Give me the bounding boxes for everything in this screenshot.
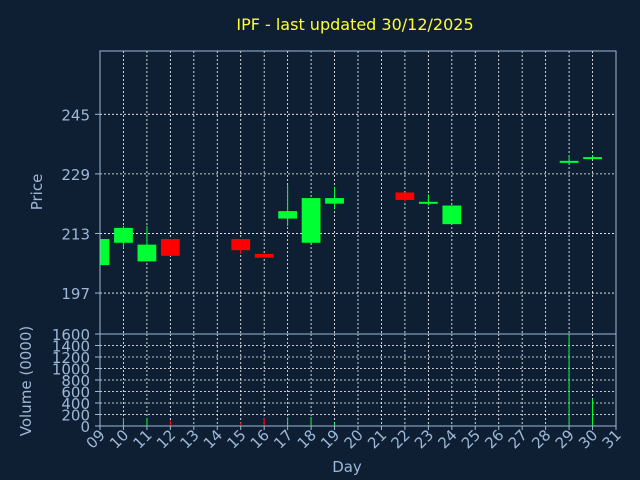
x-tick-label: 25 <box>458 426 484 452</box>
x-tick-label: 19 <box>317 426 343 452</box>
candle-body <box>254 253 274 258</box>
candle-body <box>137 244 157 262</box>
x-tick-label: 29 <box>552 426 578 452</box>
candle-body <box>100 239 110 266</box>
x-tick-label: 11 <box>130 426 156 452</box>
candles-group <box>100 155 602 266</box>
x-tick-label: 20 <box>341 426 367 452</box>
candle-body <box>418 201 438 204</box>
candle-body <box>160 239 180 256</box>
x-tick-label: 10 <box>106 426 132 452</box>
candle-body <box>231 239 251 251</box>
x-tick-label: 30 <box>575 426 601 452</box>
x-tick-label: 12 <box>153 426 179 452</box>
x-tick-label: 21 <box>364 426 390 452</box>
x-tick-label: 23 <box>411 426 437 452</box>
price-tick-label: 229 <box>61 166 90 184</box>
price-axis-label: Price <box>28 174 46 211</box>
candle-body <box>114 227 133 243</box>
candle-body <box>325 198 344 204</box>
volume-tick-label: 200 <box>61 407 90 425</box>
x-tick-label: 14 <box>200 426 226 452</box>
volume-tick-label: 0 <box>80 418 90 436</box>
x-tick-label: 16 <box>247 426 273 452</box>
x-tick-label: 22 <box>388 426 414 452</box>
x-tick-label: 17 <box>270 426 296 452</box>
x-tick-label: 31 <box>599 426 625 452</box>
price-panel: 197 213 229 245 <box>61 50 617 335</box>
x-tick-label: 18 <box>294 426 320 452</box>
candle-body <box>278 211 298 219</box>
volume-tick-label: 1000 <box>52 361 90 379</box>
x-tick-label: 27 <box>505 426 531 452</box>
volume-panel: 0200400600800100012001400160009101112131… <box>52 326 625 452</box>
x-tick-label: 15 <box>223 426 249 452</box>
candle-body <box>301 198 321 243</box>
candle-body <box>559 160 579 163</box>
volume-axis-label: Volume (0000) <box>17 326 35 436</box>
price-tick-label: 197 <box>61 285 90 303</box>
candle-body <box>442 205 462 225</box>
volume-tick-label: 1200 <box>52 349 90 367</box>
candle-body <box>583 157 602 160</box>
x-tick-label: 28 <box>528 426 554 452</box>
day-axis-label: Day <box>332 458 362 476</box>
chart-title: IPF - last updated 30/12/2025 <box>236 15 473 34</box>
volume-tick-label: 600 <box>61 384 90 402</box>
volume-tick-label: 1400 <box>52 338 90 356</box>
x-tick-label: 26 <box>481 426 507 452</box>
candle-body <box>395 192 415 200</box>
x-tick-label: 13 <box>176 426 202 452</box>
volume-frame <box>99 333 617 427</box>
price-tick-label: 213 <box>61 225 90 243</box>
volume-tick-label: 1600 <box>52 326 90 344</box>
volume-tick-label: 400 <box>61 395 90 413</box>
price-tick-label: 245 <box>61 106 90 124</box>
x-tick-label: 24 <box>434 426 460 452</box>
volume-tick-label: 800 <box>61 372 90 390</box>
